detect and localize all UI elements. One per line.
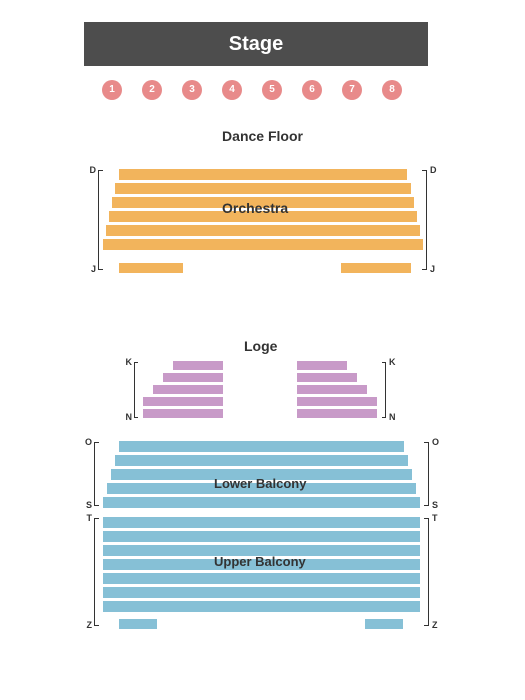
lower-balcony-row[interactable] <box>118 440 405 453</box>
upper-balcony-label: Upper Balcony <box>214 554 306 569</box>
upper-balcony-row[interactable] <box>102 516 421 529</box>
loge-label: Loge <box>244 338 277 354</box>
orchestra-row[interactable] <box>105 224 421 237</box>
table-7[interactable]: 7 <box>342 80 362 100</box>
bracket <box>94 442 99 506</box>
seating-chart: Stage 12345678 Dance Floor Orchestra D J D J Log… <box>0 0 525 700</box>
orchestra-label: Orchestra <box>222 200 288 216</box>
row-label: J <box>84 264 96 274</box>
table-8[interactable]: 8 <box>382 80 402 100</box>
loge-left-row[interactable] <box>152 384 224 395</box>
loge-right-row[interactable] <box>296 408 378 419</box>
row-label: S <box>432 500 444 510</box>
row-label: N <box>389 412 401 422</box>
upper-balcony-row[interactable] <box>102 572 421 585</box>
row-label: S <box>80 500 92 510</box>
row-label: Z <box>80 620 92 630</box>
table-2[interactable]: 2 <box>142 80 162 100</box>
table-5[interactable]: 5 <box>262 80 282 100</box>
bracket <box>94 518 99 626</box>
stage[interactable]: Stage <box>84 22 428 66</box>
row-label: T <box>80 513 92 523</box>
orchestra-row[interactable] <box>118 168 408 181</box>
table-4[interactable]: 4 <box>222 80 242 100</box>
lower-balcony-label: Lower Balcony <box>214 476 306 491</box>
orchestra-row[interactable] <box>102 238 424 251</box>
table-6[interactable]: 6 <box>302 80 322 100</box>
row-label: Z <box>432 620 444 630</box>
lower-balcony-row[interactable] <box>114 454 409 467</box>
bracket <box>98 170 103 270</box>
upper-balcony-row[interactable] <box>364 618 404 630</box>
row-label: T <box>432 513 444 523</box>
row-label: K <box>389 357 401 367</box>
upper-balcony-row[interactable] <box>102 600 421 613</box>
orchestra-row[interactable] <box>114 182 412 195</box>
bracket <box>382 362 386 418</box>
dance-floor-label: Dance Floor <box>0 128 525 144</box>
orchestra-row[interactable] <box>118 262 184 274</box>
upper-balcony-row[interactable] <box>102 530 421 543</box>
table-3[interactable]: 3 <box>182 80 202 100</box>
row-label: N <box>120 412 132 422</box>
orchestra-row[interactable] <box>340 262 412 274</box>
loge-left-row[interactable] <box>142 396 224 407</box>
loge-left-row[interactable] <box>142 408 224 419</box>
upper-balcony-row[interactable] <box>102 586 421 599</box>
loge-right-row[interactable] <box>296 372 358 383</box>
bracket <box>422 170 427 270</box>
loge-right-row[interactable] <box>296 360 348 371</box>
bracket <box>424 518 429 626</box>
bracket <box>424 442 429 506</box>
loge-right-row[interactable] <box>296 384 368 395</box>
loge-right-row[interactable] <box>296 396 378 407</box>
loge-left-row[interactable] <box>172 360 224 371</box>
row-label: O <box>432 437 444 447</box>
lower-balcony-row[interactable] <box>102 496 421 509</box>
loge-left-row[interactable] <box>162 372 224 383</box>
upper-balcony-row[interactable] <box>118 618 158 630</box>
row-label: O <box>80 437 92 447</box>
row-label: K <box>120 357 132 367</box>
row-label: D <box>84 165 96 175</box>
table-1[interactable]: 1 <box>102 80 122 100</box>
row-label: J <box>430 264 442 274</box>
bracket <box>134 362 138 418</box>
row-label: D <box>430 165 442 175</box>
